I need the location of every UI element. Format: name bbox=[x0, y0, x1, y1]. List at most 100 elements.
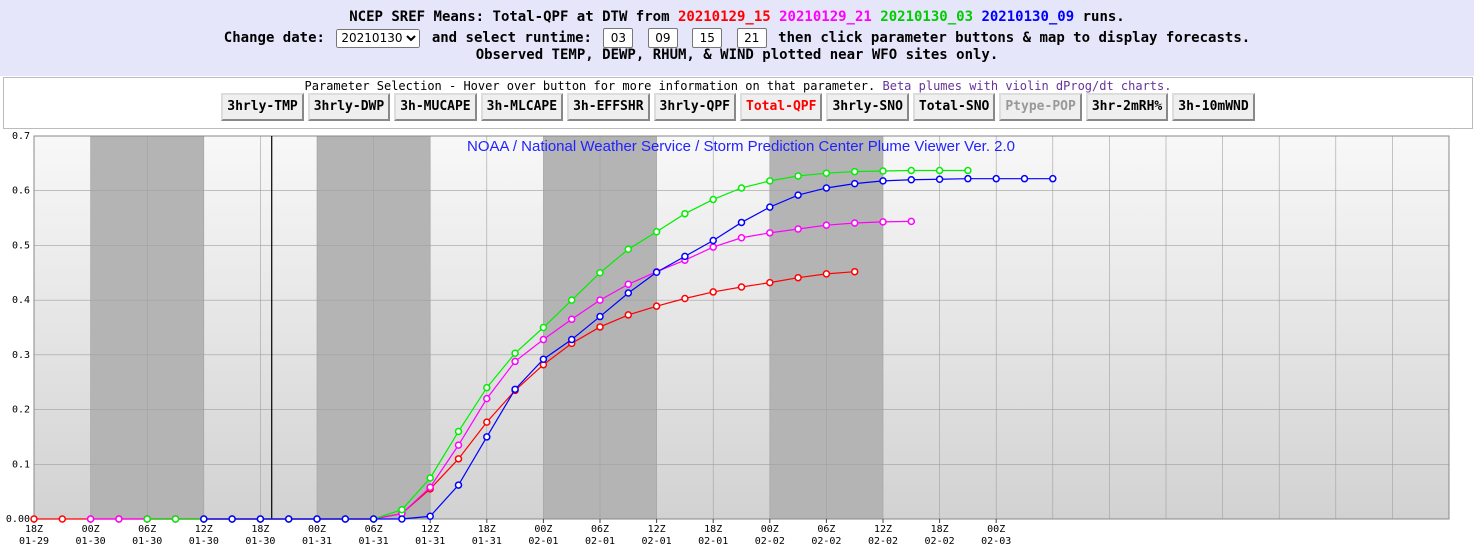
x-tick-date: 01-29 bbox=[19, 536, 49, 547]
series-point-1 bbox=[483, 394, 491, 403]
x-tick-date: 01-31 bbox=[472, 536, 502, 547]
after-runtime-text: then click parameter buttons & map to di… bbox=[778, 30, 1251, 46]
series-point-3 bbox=[879, 177, 887, 185]
plot-background bbox=[34, 136, 1449, 519]
series-point-0 bbox=[483, 418, 491, 426]
series-point-0 bbox=[822, 270, 831, 278]
x-tick-date: 02-01 bbox=[528, 536, 558, 547]
runtime-button-09[interactable]: 09 bbox=[647, 28, 678, 48]
series-point-3 bbox=[426, 512, 434, 521]
series-point-2 bbox=[879, 167, 887, 175]
series-point-1 bbox=[426, 483, 434, 492]
plume-chart: 0.000.10.20.30.40.50.60.718Z01-2900Z01-3… bbox=[6, 131, 1450, 547]
x-tick-date: 01-30 bbox=[132, 536, 162, 547]
param-button-total-qpf[interactable]: Total-QPF bbox=[740, 93, 823, 121]
series-point-3 bbox=[935, 175, 944, 183]
x-tick-date: 02-02 bbox=[755, 536, 785, 547]
series-point-3 bbox=[256, 515, 265, 523]
series-point-3 bbox=[284, 515, 293, 523]
x-tick-hour: 00Z bbox=[82, 524, 100, 535]
x-tick-date: 01-31 bbox=[359, 536, 389, 547]
param-button-3h-mlcape[interactable]: 3h-MLCAPE bbox=[480, 93, 564, 121]
series-point-1 bbox=[86, 515, 95, 523]
param-button-3hrly-tmp[interactable]: 3hrly-TMP bbox=[221, 93, 304, 121]
parameter-selection-text: Parameter Selection - Hover over button … bbox=[304, 79, 876, 93]
param-button-3h-10mwnd[interactable]: 3h-10mWND bbox=[1172, 93, 1255, 121]
param-button-3hrly-qpf[interactable]: 3hrly-QPF bbox=[653, 93, 736, 121]
runtime-button-03[interactable]: 03 bbox=[603, 28, 634, 48]
x-tick-hour: 18Z bbox=[704, 524, 722, 535]
run-1: 20210129_21 bbox=[779, 9, 872, 25]
y-tick-label: 0.00 bbox=[6, 514, 30, 525]
chart-title: NOAA / National Weather Service / Storm … bbox=[467, 138, 1015, 155]
y-tick-label: 0.6 bbox=[12, 186, 30, 197]
date-select[interactable]: 20210130 bbox=[336, 28, 421, 48]
x-tick-date: 01-30 bbox=[76, 536, 106, 547]
series-point-0 bbox=[30, 515, 38, 523]
series-point-2 bbox=[143, 515, 151, 523]
series-point-3 bbox=[652, 268, 661, 276]
title-suffix: runs. bbox=[1082, 9, 1125, 25]
x-tick-hour: 06Z bbox=[817, 524, 835, 535]
parameter-panel: Parameter Selection - Hover over button … bbox=[3, 77, 1473, 129]
series-point-2 bbox=[596, 269, 604, 277]
series-point-0 bbox=[794, 273, 802, 282]
series-point-0 bbox=[850, 267, 859, 276]
x-tick-hour: 18Z bbox=[931, 524, 949, 535]
series-point-0 bbox=[681, 294, 689, 303]
series-point-2 bbox=[794, 172, 802, 180]
run-0: 20210129_15 bbox=[677, 9, 771, 25]
x-tick-hour: 06Z bbox=[365, 524, 383, 535]
x-tick-hour: 00Z bbox=[987, 524, 1005, 535]
x-tick-hour: 18Z bbox=[25, 524, 43, 535]
series-point-3 bbox=[539, 355, 548, 363]
beta-plumes-link[interactable]: Beta plumes with violin dProg/dt charts. bbox=[882, 79, 1172, 93]
x-tick-hour: 18Z bbox=[251, 524, 269, 535]
series-point-3 bbox=[341, 515, 350, 523]
series-point-0 bbox=[652, 302, 661, 310]
param-button-3h-effshr[interactable]: 3h-EFFSHR bbox=[567, 93, 650, 121]
param-button-3hrly-dwp[interactable]: 3hrly-DWP bbox=[307, 93, 391, 121]
change-date-label: Change date: bbox=[223, 30, 325, 46]
param-button-total-sno[interactable]: Total-SNO bbox=[912, 93, 996, 121]
series-point-2 bbox=[850, 167, 859, 176]
series-point-0 bbox=[709, 288, 717, 296]
plot-frame bbox=[33, 135, 1450, 520]
x-tick-hour: 18Z bbox=[478, 524, 496, 535]
series-point-0 bbox=[596, 323, 604, 331]
series-point-1 bbox=[115, 515, 123, 523]
series-point-1 bbox=[907, 217, 916, 226]
series-point-0 bbox=[58, 515, 67, 523]
series-point-1 bbox=[766, 229, 774, 237]
x-tick-hour: 12Z bbox=[195, 524, 213, 535]
x-tick-date: 01-31 bbox=[302, 536, 332, 547]
x-tick-hour: 00Z bbox=[761, 524, 779, 535]
param-button-3h-mucape[interactable]: 3h-MUCAPE bbox=[394, 93, 477, 121]
series-point-3 bbox=[737, 218, 746, 227]
param-button-3hrly-sno[interactable]: 3hrly-SNO bbox=[826, 93, 909, 121]
runtime-button-15[interactable]: 15 bbox=[692, 28, 723, 48]
x-tick-hour: 06Z bbox=[138, 524, 156, 535]
series-point-2 bbox=[483, 383, 491, 392]
series-point-2 bbox=[652, 228, 661, 236]
series-point-3 bbox=[200, 515, 208, 523]
series-point-2 bbox=[709, 195, 717, 204]
series-point-3 bbox=[1020, 174, 1029, 183]
x-tick-date: 02-01 bbox=[585, 536, 615, 547]
series-point-1 bbox=[454, 441, 463, 449]
series-point-3 bbox=[313, 515, 321, 523]
series-point-3 bbox=[850, 179, 859, 188]
parameter-buttons: 3hrly-TMP 3hrly-DWP 3h-MUCAPE 3h-MLCAPE 3h-E… bbox=[4, 93, 1472, 121]
runtime-button-21[interactable]: 21 bbox=[736, 28, 767, 48]
series-point-2 bbox=[398, 505, 406, 514]
series-point-2 bbox=[964, 166, 972, 175]
x-tick-date: 02-03 bbox=[981, 536, 1011, 547]
param-button-ptype-pop[interactable]: Ptype-POP bbox=[999, 93, 1082, 121]
series-point-2 bbox=[935, 166, 944, 175]
series-point-3 bbox=[964, 174, 972, 183]
series-point-0 bbox=[624, 311, 633, 319]
parameter-help-text: Parameter Selection - Hover over button … bbox=[4, 79, 1472, 93]
param-button-3hr-2mrh-[interactable]: 3hr-2mRH% bbox=[1085, 93, 1169, 121]
series-point-3 bbox=[992, 174, 1000, 183]
series-point-1 bbox=[596, 296, 604, 304]
